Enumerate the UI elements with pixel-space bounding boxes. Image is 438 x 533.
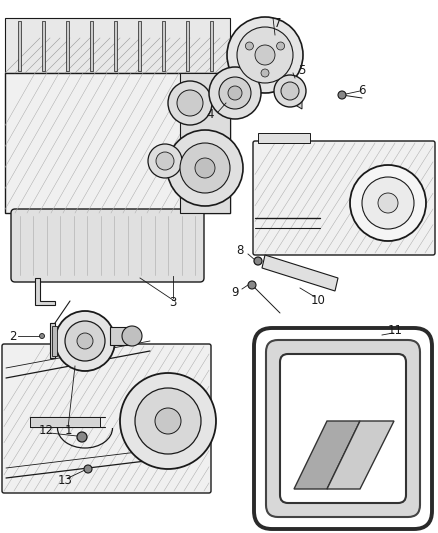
Bar xyxy=(162,21,165,71)
Polygon shape xyxy=(258,133,310,143)
Circle shape xyxy=(177,90,203,116)
Circle shape xyxy=(55,311,115,371)
Circle shape xyxy=(135,388,201,454)
Polygon shape xyxy=(327,421,394,489)
Circle shape xyxy=(248,281,256,289)
Bar xyxy=(180,73,230,213)
Circle shape xyxy=(350,165,426,241)
Polygon shape xyxy=(294,421,360,489)
Bar xyxy=(5,18,230,73)
Polygon shape xyxy=(262,255,338,291)
Text: 12: 12 xyxy=(39,424,53,438)
Polygon shape xyxy=(280,86,302,109)
Circle shape xyxy=(84,465,92,473)
Circle shape xyxy=(156,152,174,170)
Bar xyxy=(186,21,189,71)
Bar xyxy=(52,326,57,356)
Circle shape xyxy=(39,334,45,338)
Circle shape xyxy=(276,42,285,50)
Text: 3: 3 xyxy=(170,296,177,310)
Circle shape xyxy=(209,67,261,119)
Polygon shape xyxy=(50,323,55,358)
Circle shape xyxy=(168,81,212,125)
FancyBboxPatch shape xyxy=(266,340,420,517)
Text: 4: 4 xyxy=(206,109,214,122)
Circle shape xyxy=(362,177,414,229)
Bar xyxy=(66,21,69,71)
Circle shape xyxy=(227,17,303,93)
Bar xyxy=(110,327,132,345)
Bar xyxy=(138,21,141,71)
Circle shape xyxy=(155,408,181,434)
Polygon shape xyxy=(35,278,55,305)
Bar xyxy=(114,21,117,71)
Circle shape xyxy=(261,69,269,77)
Circle shape xyxy=(77,432,87,442)
Text: 2: 2 xyxy=(9,329,17,343)
Text: 10: 10 xyxy=(311,295,325,308)
Text: 7: 7 xyxy=(274,17,282,29)
Circle shape xyxy=(219,77,251,109)
Circle shape xyxy=(281,82,299,100)
Circle shape xyxy=(254,257,262,265)
Circle shape xyxy=(195,158,215,178)
Bar xyxy=(42,21,45,71)
Bar xyxy=(18,21,21,71)
Circle shape xyxy=(167,130,243,206)
FancyBboxPatch shape xyxy=(253,141,435,255)
FancyBboxPatch shape xyxy=(280,354,406,503)
Circle shape xyxy=(122,326,142,346)
Circle shape xyxy=(255,45,275,65)
Circle shape xyxy=(274,75,306,107)
Circle shape xyxy=(245,42,254,50)
Bar xyxy=(30,417,100,427)
Text: 11: 11 xyxy=(388,324,403,336)
Circle shape xyxy=(120,373,216,469)
Bar xyxy=(90,21,93,71)
Text: 9: 9 xyxy=(231,287,239,300)
Bar xyxy=(210,21,213,71)
Bar xyxy=(5,73,230,213)
Circle shape xyxy=(378,193,398,213)
Text: 1: 1 xyxy=(64,424,72,438)
FancyBboxPatch shape xyxy=(2,344,211,493)
Circle shape xyxy=(180,143,230,193)
FancyBboxPatch shape xyxy=(11,209,204,282)
Circle shape xyxy=(237,27,293,83)
Circle shape xyxy=(65,321,105,361)
Text: 8: 8 xyxy=(237,245,244,257)
Text: 5: 5 xyxy=(298,64,306,77)
Text: 13: 13 xyxy=(57,474,72,488)
Circle shape xyxy=(338,91,346,99)
Circle shape xyxy=(77,333,93,349)
Circle shape xyxy=(228,86,242,100)
Text: 6: 6 xyxy=(358,84,366,96)
Circle shape xyxy=(148,144,182,178)
